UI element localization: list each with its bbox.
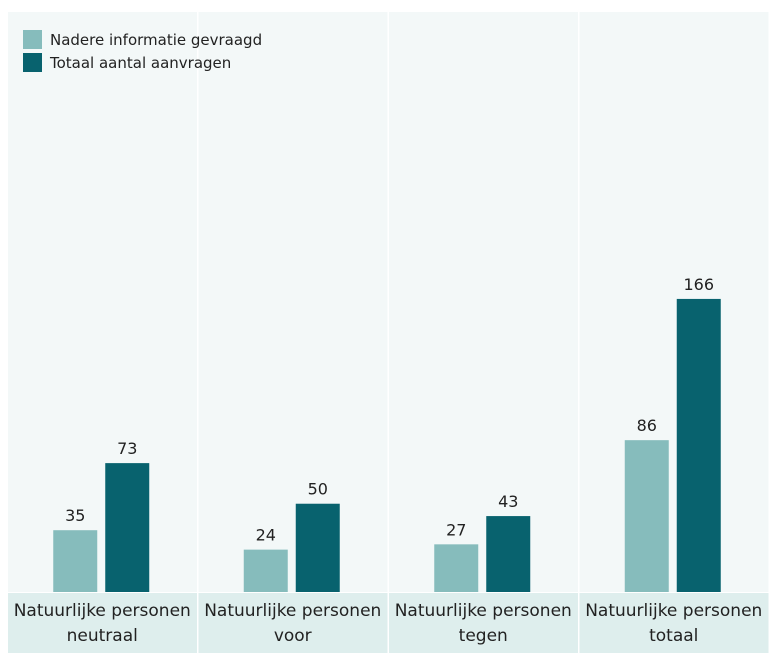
category-label-band-1 bbox=[198, 593, 388, 653]
category-panel-1 bbox=[198, 12, 388, 592]
legend-label-0: Nadere informatie gevraagd bbox=[50, 31, 262, 49]
category-panel-0 bbox=[8, 12, 197, 592]
value-label-1-series-0: 24 bbox=[256, 526, 276, 545]
category-label-band-3 bbox=[579, 593, 769, 653]
value-label-3-series-0: 86 bbox=[637, 416, 657, 435]
bar-0-series-0 bbox=[53, 530, 98, 592]
legend-label-1: Totaal aantal aanvragen bbox=[49, 54, 231, 72]
bar-2-series-1 bbox=[486, 516, 531, 592]
bar-2-series-0 bbox=[434, 544, 479, 592]
value-label-3-series-1: 166 bbox=[683, 275, 714, 294]
value-label-2-series-0: 27 bbox=[446, 520, 466, 539]
bar-1-series-0 bbox=[243, 549, 288, 592]
category-labels: Natuurlijke personen neutraal Natuurlijke … bbox=[14, 601, 763, 646]
category-label-band-0 bbox=[8, 593, 197, 653]
category-label-3-line-1: totaal bbox=[649, 626, 698, 646]
value-label-2-series-1: 43 bbox=[498, 492, 518, 511]
bar-1-series-1 bbox=[295, 503, 340, 592]
category-label-2-line-0: Natuurlijke personen bbox=[395, 601, 572, 621]
value-labels: 35 73 24 50 27 43 86 166 bbox=[65, 275, 714, 545]
category-label-0-line-1: neutraal bbox=[67, 626, 138, 646]
category-label-2-line-1: tegen bbox=[459, 626, 508, 646]
category-label-1-line-0: Natuurlijke personen bbox=[204, 601, 381, 621]
value-label-0-series-0: 35 bbox=[65, 506, 85, 525]
category-label-0-line-0: Natuurlijke personen bbox=[14, 601, 191, 621]
legend-swatch-1 bbox=[23, 53, 42, 72]
category-label-3-line-0: Natuurlijke personen bbox=[585, 601, 762, 621]
value-label-1-series-1: 50 bbox=[308, 480, 328, 499]
category-panel-3 bbox=[579, 12, 769, 592]
value-label-0-series-1: 73 bbox=[117, 439, 137, 458]
category-label-1-line-1: voor bbox=[274, 626, 312, 646]
category-panels bbox=[8, 12, 769, 653]
bar-3-series-0 bbox=[624, 440, 669, 592]
bar-3-series-1 bbox=[676, 298, 721, 592]
category-panel-2 bbox=[389, 12, 578, 592]
legend-swatch-0 bbox=[23, 30, 42, 49]
bar-0-series-1 bbox=[105, 463, 150, 592]
bars bbox=[53, 298, 721, 592]
category-label-band-2 bbox=[389, 593, 578, 653]
legend: Nadere informatie gevraagd Totaal aantal … bbox=[23, 30, 262, 72]
